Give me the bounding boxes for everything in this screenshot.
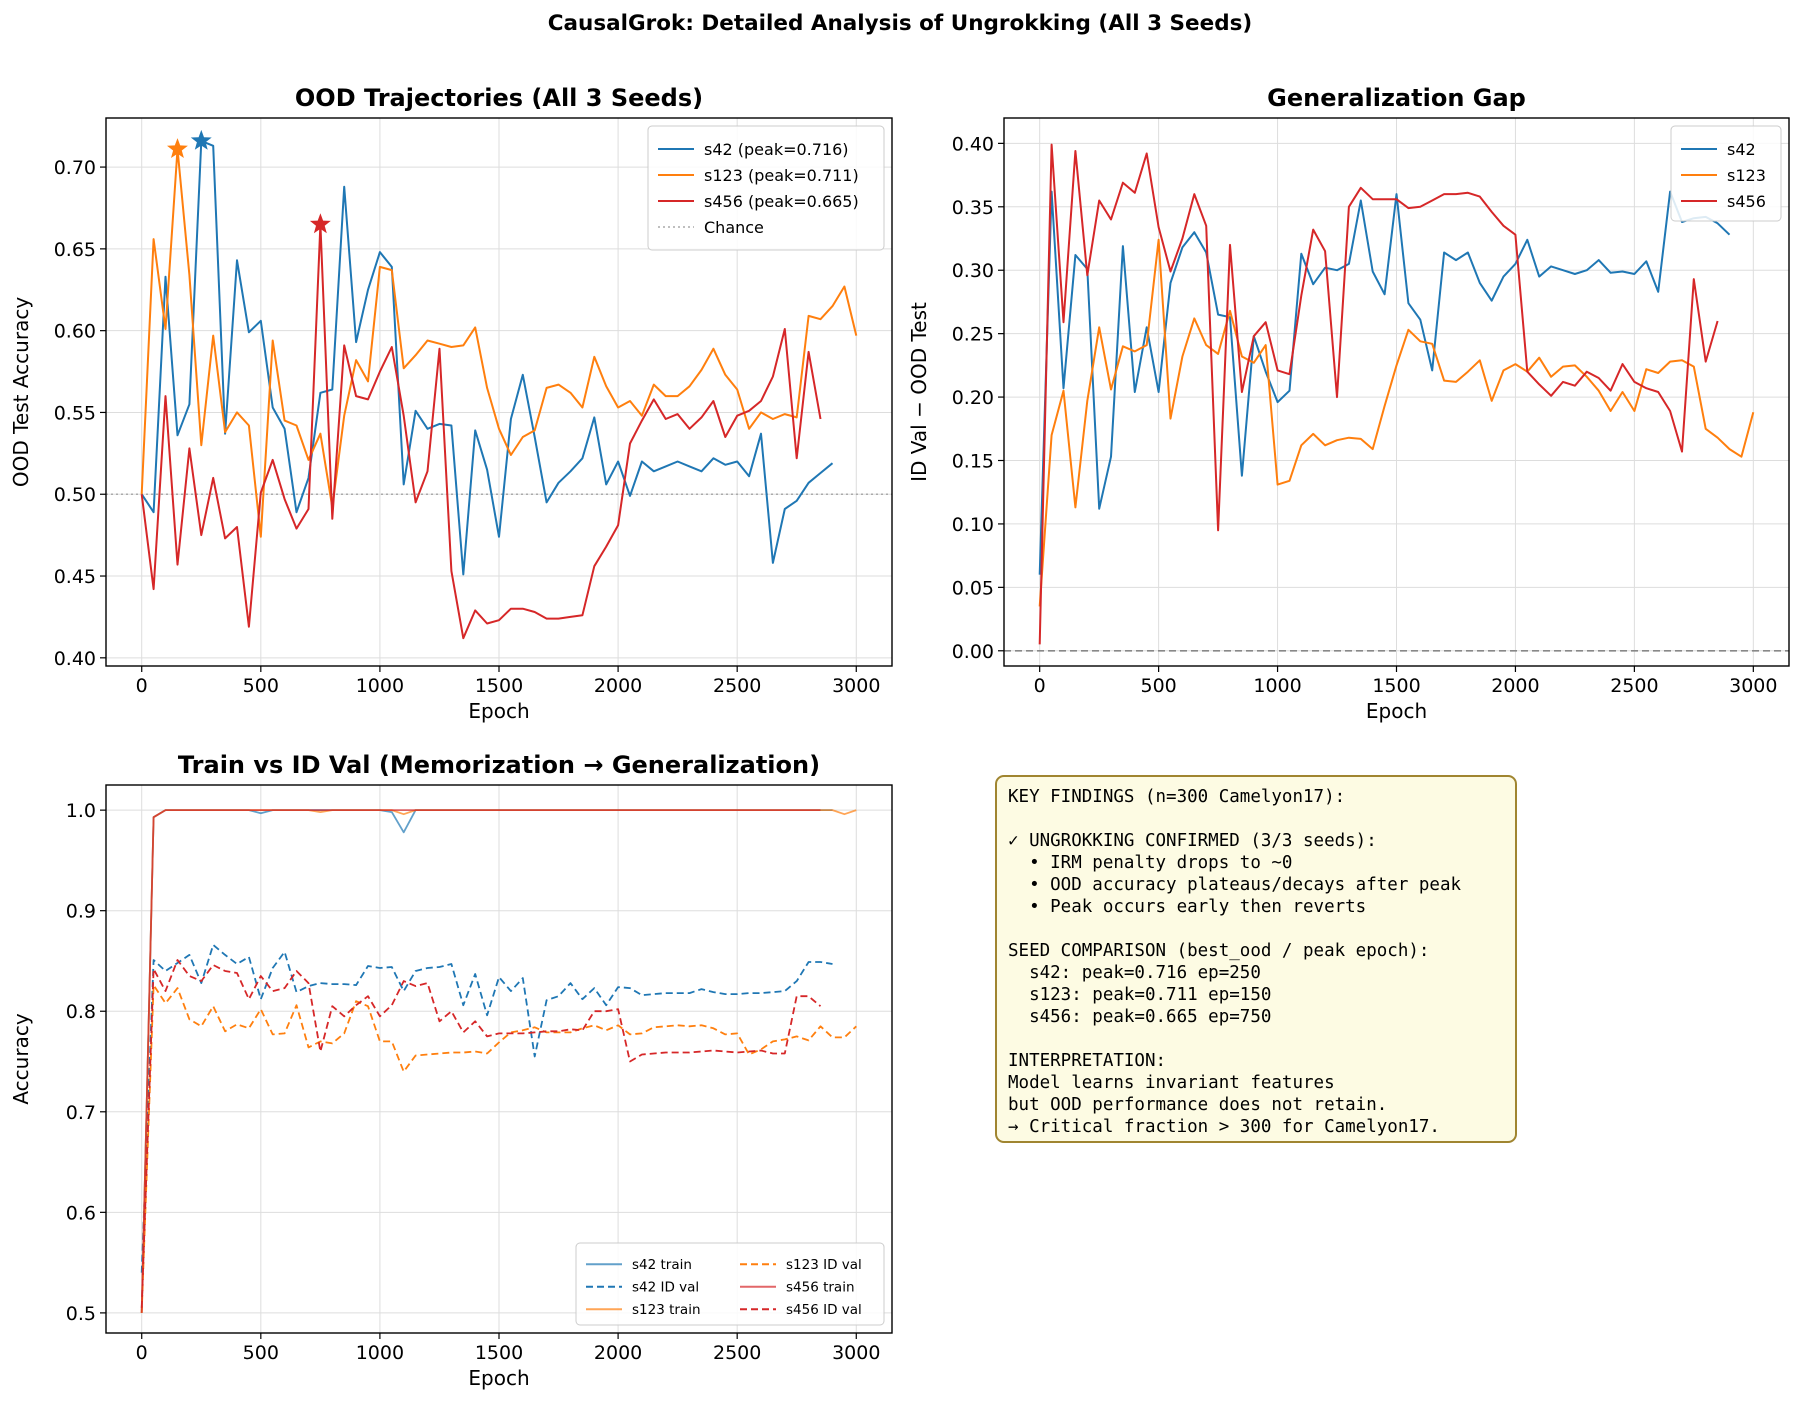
y-tick-label: 0.65 xyxy=(54,239,96,261)
plot-area xyxy=(140,809,857,1313)
panel-title: OOD Trajectories (All 3 Seeds) xyxy=(295,84,703,112)
legend: s42 s123 s456 xyxy=(1670,125,1782,222)
y-tick-label: 0.15 xyxy=(952,451,994,473)
panel-title: Train vs ID Val (Memorization → Generali… xyxy=(178,751,820,779)
figure-suptitle: CausalGrok: Detailed Analysis of Ungrokk… xyxy=(548,11,1252,36)
x-tick-label: 0 xyxy=(136,1342,148,1364)
train-vs-idval-panel: Train vs ID Val (Memorization → Generali… xyxy=(9,751,893,1390)
y-tick-label: 0.10 xyxy=(952,514,994,536)
x-tick-label: 0 xyxy=(136,675,148,697)
y-tick-label: 0.45 xyxy=(54,566,96,588)
ood-trajectories-panel: OOD Trajectories (All 3 Seeds) 0 500 1000 15… xyxy=(9,84,893,723)
generalization-gap-panel: Generalization Gap 0 500 1000 1500 2000 2500 30… xyxy=(907,84,1790,723)
x-axis-label: Epoch xyxy=(468,1366,529,1390)
y-tick-label: 1.0 xyxy=(66,800,96,822)
panel-title: Generalization Gap xyxy=(1267,84,1526,112)
x-tick-label: 3000 xyxy=(1729,675,1777,697)
legend-label: s42 xyxy=(1727,140,1756,159)
x-tick-label: 0 xyxy=(1034,675,1046,697)
legend-label: s456 train xyxy=(786,1280,855,1296)
series-line xyxy=(140,139,834,576)
legend-label: s456 xyxy=(1727,192,1766,211)
series-line xyxy=(1038,143,1719,645)
y-tick-label: 0.00 xyxy=(952,641,994,663)
plot-area xyxy=(1038,143,1755,645)
legend-frame xyxy=(575,1242,885,1326)
x-tick-label: 1500 xyxy=(1372,675,1420,697)
series-line xyxy=(140,809,821,1313)
key-findings-box: KEY FINDINGS (n=300 Camelyon17): ✓ UNGRO… xyxy=(995,775,1517,1143)
legend-label: s42 train xyxy=(632,1257,692,1273)
x-tick-label: 500 xyxy=(243,675,279,697)
series-line xyxy=(140,809,833,1313)
x-tick-label: 3000 xyxy=(832,1342,880,1364)
series-line xyxy=(1038,238,1755,607)
legend: s42 train s42 ID val s123 train s123 ID val… xyxy=(575,1242,885,1326)
series-line xyxy=(140,959,822,1308)
peak-star-marker xyxy=(190,129,212,150)
key-findings-text: KEY FINDINGS (n=300 Camelyon17): ✓ UNGRO… xyxy=(1008,787,1462,1137)
y-tick-label: 0.9 xyxy=(66,901,96,923)
x-tick-label: 3000 xyxy=(832,675,880,697)
y-tick-label: 0.7 xyxy=(66,1102,96,1124)
x-tick-label: 1500 xyxy=(475,675,523,697)
legend-label: s123 ID val xyxy=(786,1257,862,1273)
y-tick-label: 0.50 xyxy=(54,484,96,506)
x-tick-label: 500 xyxy=(243,1342,279,1364)
legend-frame xyxy=(647,125,885,251)
x-tick-label: 2500 xyxy=(713,675,761,697)
y-tick-label: 0.30 xyxy=(952,260,994,282)
y-tick-label: 0.6 xyxy=(66,1202,96,1224)
y-tick-label: 0.25 xyxy=(952,324,994,346)
legend-label: s123 train xyxy=(632,1302,701,1318)
legend: s42 (peak=0.716) s123 (peak=0.711) s456 (p… xyxy=(647,125,885,251)
series-line xyxy=(140,223,822,640)
legend-label: s123 xyxy=(1727,166,1766,185)
x-tick-label: 2000 xyxy=(1491,675,1539,697)
legend-label: s456 ID val xyxy=(786,1302,862,1318)
y-tick-label: 0.40 xyxy=(952,133,994,155)
series-line xyxy=(140,944,833,1273)
y-tick-label: 0.60 xyxy=(54,321,96,343)
series-line xyxy=(140,148,858,538)
x-tick-label: 2000 xyxy=(594,1342,642,1364)
y-axis-label: ID Val − OOD Test xyxy=(907,302,931,482)
y-tick-label: 0.20 xyxy=(952,387,994,409)
series-line xyxy=(140,984,857,1313)
y-axis-label: Accuracy xyxy=(9,1013,33,1104)
x-axis-label: Epoch xyxy=(1366,699,1427,723)
y-tick-label: 0.5 xyxy=(66,1303,96,1325)
peak-star-marker xyxy=(309,213,331,234)
y-axis-label: OOD Test Accuracy xyxy=(9,297,33,487)
x-tick-label: 2000 xyxy=(594,675,642,697)
legend-label: s42 (peak=0.716) xyxy=(704,140,849,159)
x-tick-label: 2500 xyxy=(1610,675,1658,697)
legend-label: s123 (peak=0.711) xyxy=(704,166,859,185)
x-tick-label: 1000 xyxy=(356,1342,404,1364)
x-tick-label: 500 xyxy=(1140,675,1176,697)
x-tick-label: 1000 xyxy=(1253,675,1301,697)
x-tick-label: 2500 xyxy=(713,1342,761,1364)
y-tick-label: 0.35 xyxy=(952,197,994,219)
x-axis-label: Epoch xyxy=(468,699,529,723)
y-tick-label: 0.70 xyxy=(54,157,96,179)
plot-area xyxy=(140,139,858,640)
y-tick-label: 0.8 xyxy=(66,1001,96,1023)
y-tick-label: 0.40 xyxy=(54,648,96,670)
y-tick-label: 0.55 xyxy=(54,402,96,424)
legend-label: s456 (peak=0.665) xyxy=(704,192,859,211)
x-tick-label: 1000 xyxy=(356,675,404,697)
legend-label: s42 ID val xyxy=(632,1280,699,1296)
peak-star-marker xyxy=(167,138,188,158)
y-tick-label: 0.05 xyxy=(952,577,994,599)
legend-label: Chance xyxy=(704,218,764,237)
series-line xyxy=(1038,190,1731,575)
x-tick-label: 1500 xyxy=(475,1342,523,1364)
